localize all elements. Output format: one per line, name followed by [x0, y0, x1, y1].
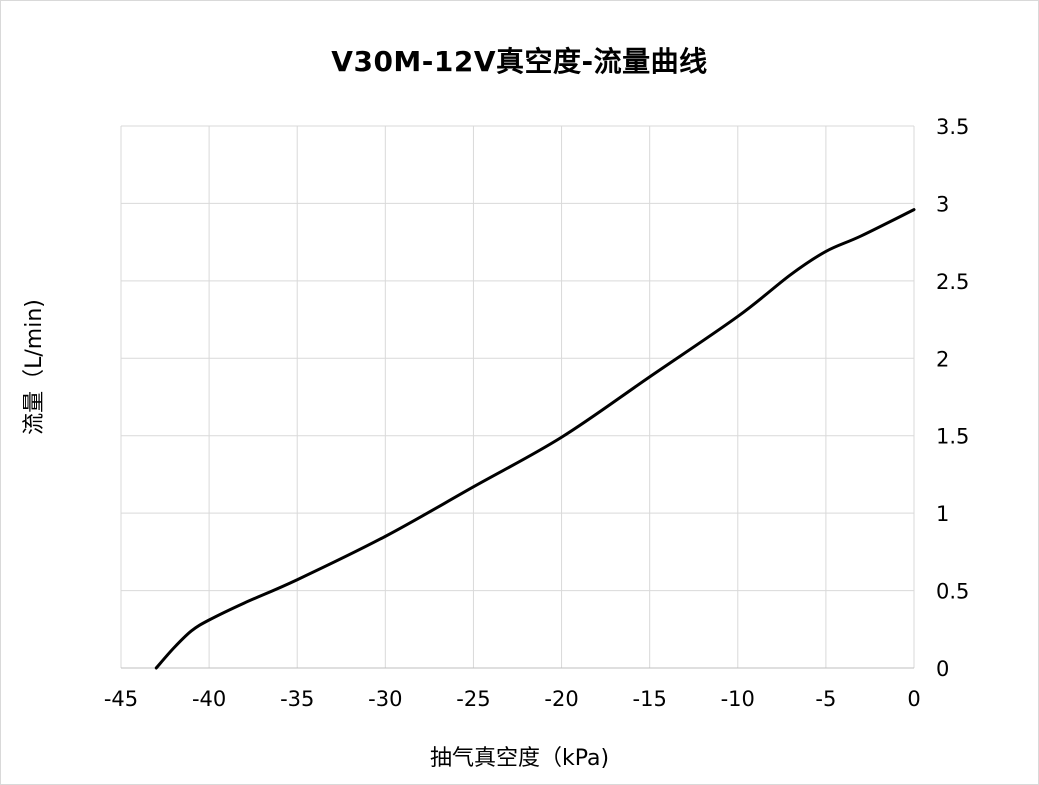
y-tick-label: 0.5: [936, 580, 969, 604]
x-tick-label: -30: [368, 687, 402, 711]
x-tick-label: -10: [721, 687, 755, 711]
y-tick-label: 1.5: [936, 425, 969, 449]
grid-lines: [120, 125, 915, 668]
x-axis-title: 抽气真空度（kPa): [429, 746, 610, 771]
series-layer: [154, 208, 916, 670]
y-tick-label: 3: [936, 192, 949, 216]
x-tick-label: -45: [104, 687, 138, 711]
x-tick-label: -40: [192, 687, 226, 711]
y-tick-label: 2: [936, 347, 949, 371]
y-axis-title: 流量（L/min): [22, 299, 47, 435]
y-tick-label: 3.5: [936, 115, 969, 139]
y-tick-label: 2.5: [936, 270, 969, 294]
chart-title: V30M-12V真空度-流量曲线: [331, 45, 708, 78]
y-tick-labels: 0 0.5 1 1.5 2 2.5 3 3.5: [936, 115, 969, 681]
y-tick-label: 0: [936, 657, 949, 681]
series-line-0: [154, 208, 916, 670]
x-tick-label: -15: [633, 687, 667, 711]
x-tick-label: -5: [815, 687, 836, 711]
x-tick-label: 0: [907, 687, 920, 711]
x-tick-label: -35: [280, 687, 314, 711]
y-tick-label: 1: [936, 502, 949, 526]
x-tick-label: -25: [456, 687, 490, 711]
x-tick-label: -20: [544, 687, 578, 711]
x-tick-labels: -45 -40 -35 -30 -25 -20 -15 -10 -5 0: [104, 687, 921, 711]
